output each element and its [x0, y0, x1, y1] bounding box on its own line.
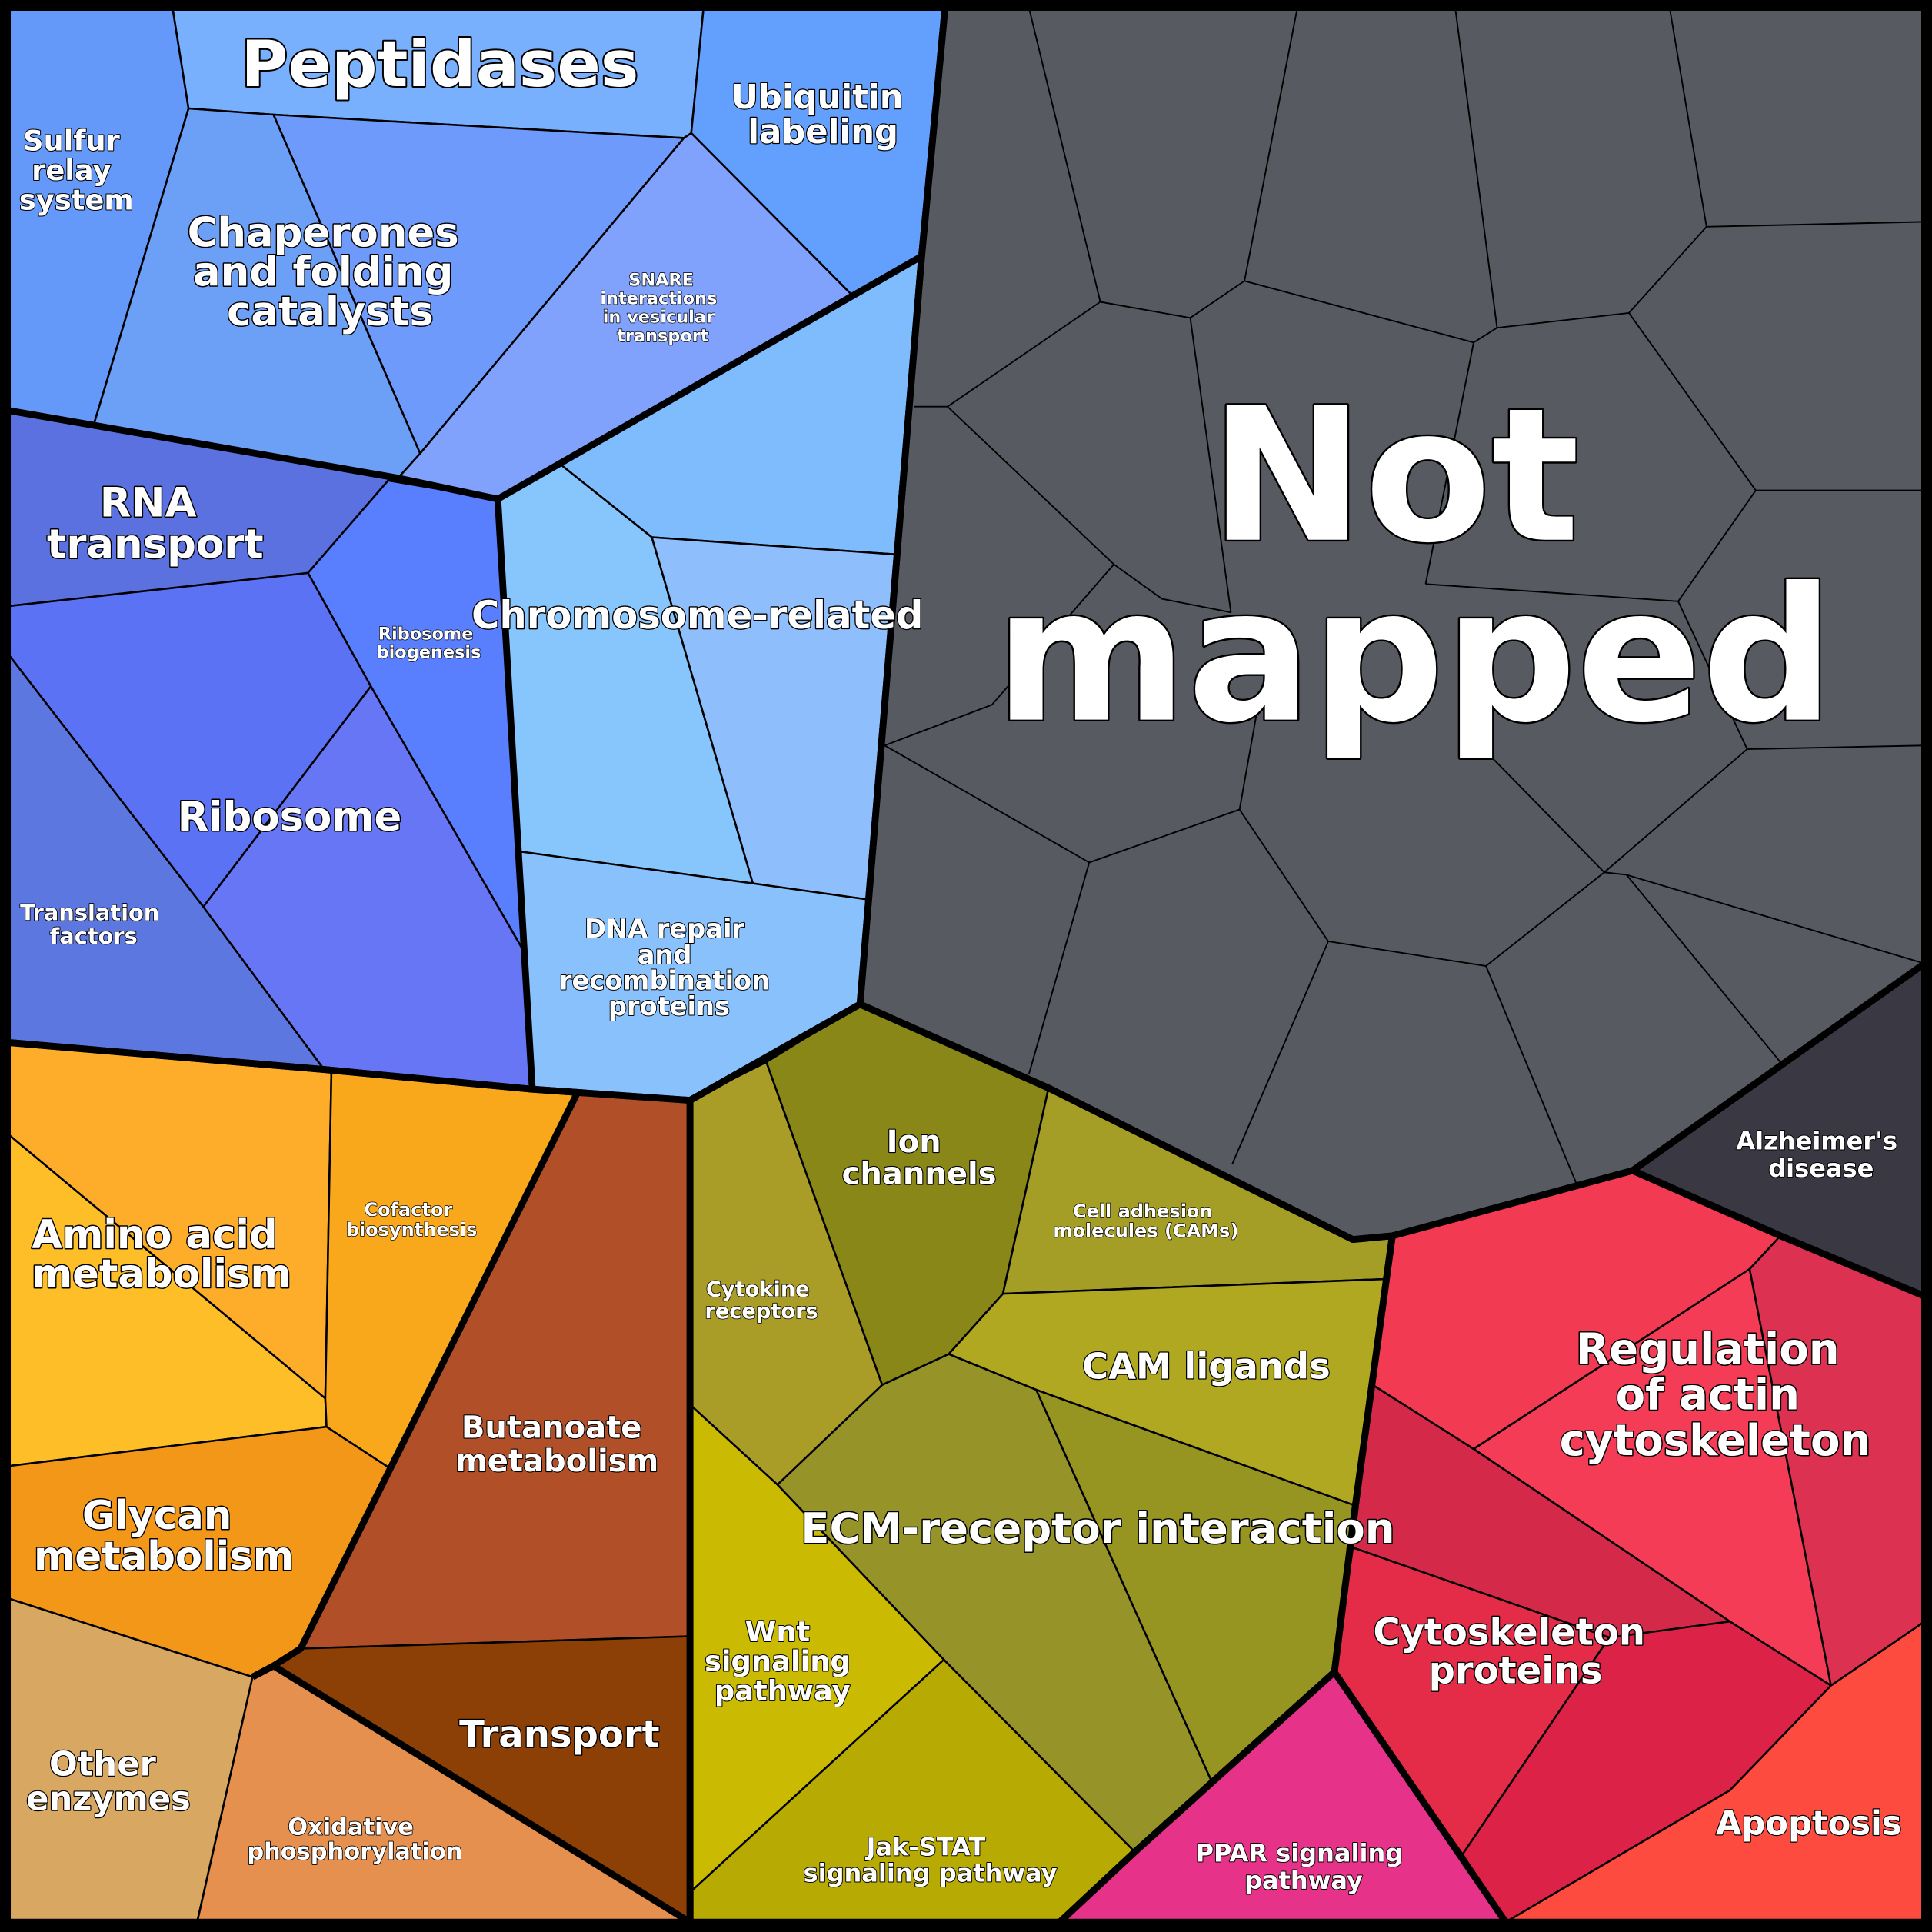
label-translation-factors-line-2: factors [50, 923, 138, 949]
label-glycan-line-2: metabolism [34, 1534, 294, 1580]
label-ppar-line-1: PPAR signaling [1196, 1839, 1404, 1868]
group-genetic [6, 6, 947, 1101]
label-chromosome-line-1: Chromosome-related [471, 593, 924, 638]
label-glycan: Glycan metabolism [34, 1493, 294, 1580]
label-chaperones-line-2: and folding [193, 249, 453, 296]
label-ubiquitin-line-1: Ubiquitin [731, 78, 904, 117]
label-alzheimers: Alzheimer's disease [1736, 1127, 1906, 1183]
label-wnt-line-2: signaling [705, 1644, 851, 1677]
label-chaperones: Chaperones and folding catalysts [188, 209, 474, 335]
label-ubiquitin-line-2: labeling [748, 113, 898, 152]
label-amino-acid: Amino acid metabolism [32, 1212, 291, 1297]
label-snare-line-1: SNARE [628, 271, 694, 291]
group-metabolism [6, 1041, 691, 1924]
label-cytoskeleton-line-1: Cytoskeleton [1373, 1611, 1645, 1654]
label-ppar-line-2: pathway [1244, 1866, 1363, 1895]
label-alzheimers-line-1: Alzheimer's [1736, 1127, 1897, 1156]
label-translation-factors-line-1: Translation [20, 900, 159, 926]
label-cofactor: Cofactor biosynthesis [346, 1199, 478, 1241]
label-snare: SNARE interactions in vesicular transpor… [600, 271, 723, 346]
label-jak-stat-line-2: signaling pathway [804, 1858, 1058, 1887]
label-other-enzymes: Other enzymes [26, 1746, 191, 1819]
label-cytoskeleton-line-2: proteins [1429, 1649, 1603, 1692]
label-wnt: Wnt signaling pathway [705, 1615, 861, 1707]
label-cams-line-1: Cell adhesion [1073, 1201, 1213, 1222]
label-ribosome-biogenesis: Ribosome biogenesis [377, 624, 481, 662]
label-ecm: ECM-receptor interaction [801, 1504, 1394, 1553]
label-sulfur-line-1: Sulfur [23, 124, 121, 157]
label-dna-repair: DNA repair and recombination proteins [559, 914, 779, 1021]
label-ribosome-biogenesis-line-1: Ribosome [378, 624, 474, 644]
label-sulfur-line-3: system [19, 183, 134, 216]
label-actin: Regulation of actin cytoskeleton [1560, 1324, 1871, 1466]
label-wnt-line-1: Wnt [745, 1615, 810, 1648]
label-actin-line-2: of actin [1616, 1371, 1800, 1421]
label-alzheimers-line-2: disease [1768, 1154, 1874, 1183]
label-butanoate-line-1: Butanoate [461, 1411, 642, 1446]
label-dna-repair-line-2: and [638, 940, 692, 970]
label-oxidative-line-2: phosphorylation [247, 1838, 462, 1865]
label-amino-acid-line-1: Amino acid [32, 1212, 277, 1258]
label-butanoate: Butanoate metabolism [455, 1411, 658, 1479]
label-ribosome: Ribosome [178, 794, 402, 841]
group-not-mapped [860, 7, 1925, 1240]
label-actin-line-3: cytoskeleton [1560, 1416, 1871, 1466]
label-not-mapped-line-1: Not [1210, 368, 1580, 584]
label-wnt-line-3: pathway [715, 1674, 851, 1707]
label-peptidases: Peptidases [241, 27, 638, 102]
label-sulfur-line-2: relay [32, 154, 112, 187]
label-not-mapped: Not mapped [994, 368, 1834, 764]
cell-not-mapped-base[interactable] [860, 7, 1925, 1240]
label-cam-ligands: CAM ligands [1082, 1346, 1331, 1387]
label-dna-repair-line-1: DNA repair [585, 914, 744, 944]
label-snare-line-4: transport [617, 326, 709, 346]
label-ecm-line-1: ECM-receptor interaction [801, 1504, 1394, 1553]
group-cellular [1058, 1169, 1926, 1924]
label-cofactor-line-1: Cofactor [364, 1199, 452, 1221]
label-translation-factors: Translation factors [20, 900, 167, 949]
label-amino-acid-line-2: metabolism [32, 1251, 291, 1297]
label-oxidative-line-1: Oxidative [288, 1814, 414, 1840]
label-chromosome: Chromosome-related [471, 593, 924, 638]
label-rna-transport: RNA transport [47, 479, 264, 568]
label-sulfur: Sulfur relay system [19, 124, 134, 216]
label-rna-transport-line-2: transport [47, 521, 264, 568]
label-cytoskeleton: Cytoskeleton proteins [1373, 1611, 1657, 1693]
label-ribosome-biogenesis-line-2: biogenesis [377, 642, 481, 662]
label-snare-line-2: interactions [600, 289, 717, 309]
label-jak-stat-line-1: Jak-STAT [865, 1833, 986, 1862]
label-cytokine-line-1: Cytokine [706, 1277, 810, 1301]
label-dna-repair-line-3: recombination [559, 965, 770, 995]
label-cytokine: Cytokine receptors [705, 1277, 818, 1324]
label-actin-line-1: Regulation [1576, 1324, 1840, 1374]
label-glycan-line-1: Glycan [82, 1493, 232, 1539]
label-ppar: PPAR signaling pathway [1196, 1839, 1412, 1895]
label-chaperones-line-1: Chaperones [188, 209, 459, 256]
label-cams-line-2: molecules (CAMs) [1053, 1220, 1238, 1241]
label-cams: Cell adhesion molecules (CAMs) [1053, 1201, 1238, 1242]
label-ion-channels-line-2: channels [842, 1157, 997, 1192]
label-other-enzymes-line-1: Other [49, 1746, 157, 1784]
label-not-mapped-line-2: mapped [994, 548, 1834, 764]
label-chaperones-line-3: catalysts [227, 288, 434, 335]
group-signaling [688, 1003, 1394, 1924]
label-cytokine-line-2: receptors [705, 1300, 818, 1324]
label-ion-channels: Ion channels [842, 1124, 997, 1192]
label-jak-stat: Jak-STAT signaling pathway [804, 1833, 1058, 1888]
label-apoptosis: Apoptosis [1716, 1804, 1902, 1843]
label-transport: Transport [459, 1714, 659, 1757]
label-rna-transport-line-1: RNA [100, 479, 197, 526]
label-cofactor-line-2: biosynthesis [346, 1219, 478, 1241]
label-ion-channels-line-1: Ion [887, 1124, 941, 1160]
label-snare-line-3: in vesicular [603, 308, 715, 328]
label-other-enzymes-line-2: enzymes [26, 1780, 191, 1818]
not-mapped-cell-edges [884, 7, 1925, 1186]
labels: Peptidases Ubiquitin labeling Sulfur rel… [18, 25, 1906, 1896]
label-oxidative: Oxidative phosphorylation [247, 1814, 462, 1865]
label-ubiquitin: Ubiquitin labeling [731, 78, 915, 152]
label-dna-repair-line-4: proteins [608, 991, 730, 1021]
label-butanoate-line-2: metabolism [455, 1444, 658, 1479]
